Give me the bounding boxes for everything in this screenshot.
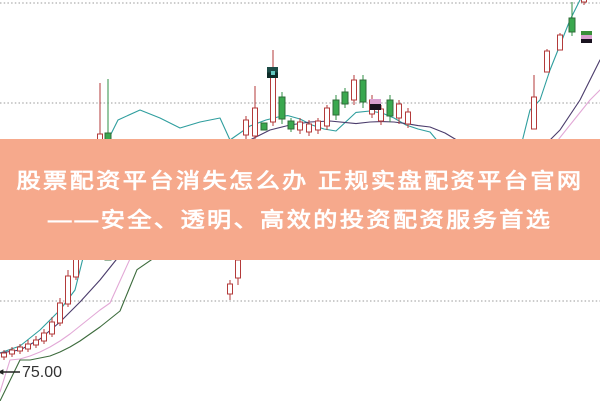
svg-text:75.00: 75.00 [22,364,62,381]
